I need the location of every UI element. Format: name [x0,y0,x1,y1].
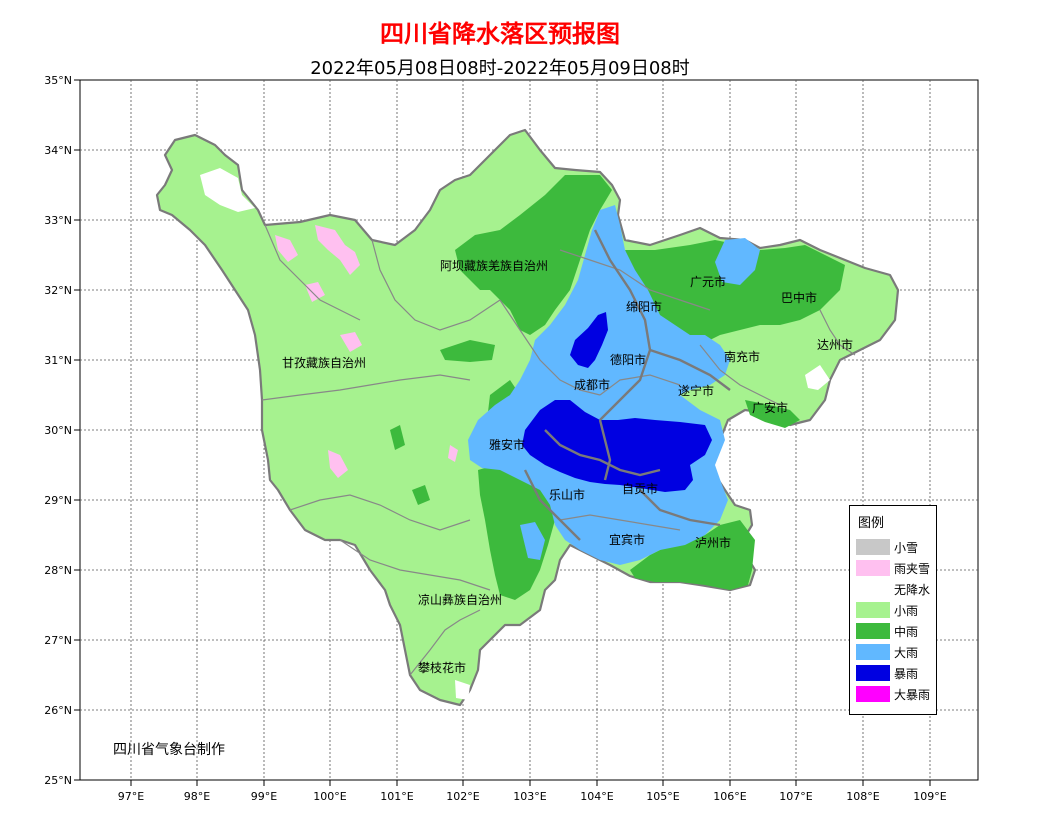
region-label: 雅安市 [489,437,525,452]
lat-label: 27°N [44,634,72,647]
legend-swatch [856,539,890,555]
legend-label: 小雨 [894,604,919,618]
lon-label: 101°E [380,790,413,803]
legend-swatch [856,623,890,639]
lon-label: 103°E [513,790,546,803]
county-borders [261,224,856,676]
lon-label: 97°E [118,790,144,803]
rainstorm-area-central [522,400,712,492]
legend-item: 中雨 [856,622,936,640]
credit-text: 四川省气象台制作 [113,742,225,758]
region-label: 南充市 [724,349,760,364]
lon-label: 98°E [184,790,210,803]
region-label: 德阳市 [610,352,646,367]
lon-label: 104°E [580,790,613,803]
lon-label: 105°E [646,790,679,803]
lat-label: 26°N [44,704,72,717]
legend-item: 小雪 [856,538,936,556]
lon-label: 107°E [779,790,812,803]
lon-label: 106°E [713,790,746,803]
legend-swatch [856,581,890,597]
legend-swatch [856,644,890,660]
legend-label: 大暴雨 [894,688,931,702]
lat-label: 31°N [44,354,72,367]
legend-item: 雨夹雪 [856,559,936,577]
lat-label: 30°N [44,424,72,437]
legend-swatch [856,665,890,681]
legend: 图例 小雪 雨夹雪 无降水 小雨 中雨 大雨 暴雨 大暴雨 [849,505,937,715]
region-label: 攀枝花市 [418,660,466,675]
lat-label: 28°N [44,564,72,577]
region-label: 甘孜藏族自治州 [282,356,366,370]
region-label: 广元市 [690,274,726,289]
heavy-rain-area-southwest [520,522,545,560]
legend-swatch [856,560,890,576]
region-label: 遂宁市 [678,383,714,398]
lat-label: 32°N [44,284,72,297]
region-label: 凉山彝族自治州 [418,592,502,607]
region-label: 成都市 [574,377,610,392]
region-label: 达州市 [817,337,853,352]
legend-label: 暴雨 [894,667,919,681]
region-label: 广安市 [752,400,788,415]
no-rain-areas [200,168,830,700]
legend-title: 图例 [858,516,885,531]
region-label: 乐山市 [549,487,585,502]
legend-item: 大暴雨 [856,685,936,703]
legend-item: 暴雨 [856,664,936,682]
lat-label: 25°N [44,774,72,787]
legend-swatch [856,602,890,618]
legend-label: 中雨 [894,625,919,639]
lat-label: 35°N [44,74,72,87]
legend-item: 小雨 [856,601,936,619]
region-label: 阿坝藏族羌族自治州 [440,259,548,273]
prefecture-borders [523,229,731,541]
region-labels: 阿坝藏族羌族自治州 广元市 巴中市 绵阳市 达州市 南充市 德阳市 甘孜藏族自治… [282,259,853,675]
lon-label: 100°E [313,790,346,803]
legend-label: 小雪 [894,541,919,555]
lat-label: 33°N [44,214,72,227]
sleet-areas [275,225,458,478]
legend-label: 大雨 [894,646,919,660]
region-label: 自贡市 [622,481,658,496]
map-subtitle: 2022年05月08日08时-2022年05月09日08时 [310,58,690,79]
legend-item: 无降水 [856,580,936,598]
lon-label: 102°E [446,790,479,803]
longitude-labels: 97°E 98°E 99°E 100°E 101°E 102°E 103°E 1… [118,790,947,803]
region-label: 巴中市 [781,290,817,305]
region-label: 泸州市 [695,535,731,550]
map-title: 四川省降水落区预报图 [380,20,620,48]
region-label: 宜宾市 [609,532,645,547]
lon-label: 109°E [913,790,946,803]
rainstorm-area-north [570,312,608,368]
lon-label: 99°E [251,790,277,803]
lat-label: 29°N [44,494,72,507]
legend-label: 雨夹雪 [894,562,931,576]
legend-swatch [856,686,890,702]
lon-label: 108°E [846,790,879,803]
legend-item: 大雨 [856,643,936,661]
lat-label: 34°N [44,144,72,157]
axis-ticks [74,79,931,786]
latitude-labels: 35°N 34°N 33°N 32°N 31°N 30°N 29°N 28°N … [44,74,72,787]
heavy-rain-area-north [715,238,760,285]
legend-label: 无降水 [894,583,931,597]
region-label: 绵阳市 [626,299,662,314]
